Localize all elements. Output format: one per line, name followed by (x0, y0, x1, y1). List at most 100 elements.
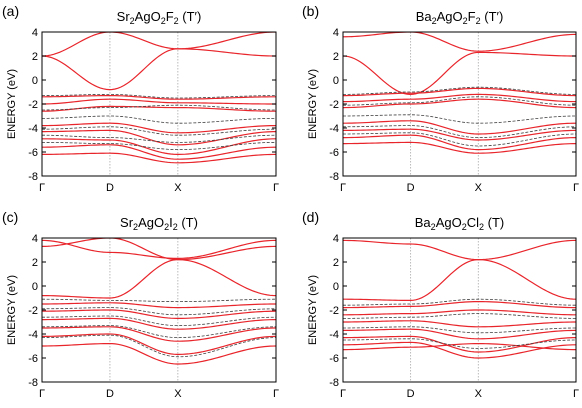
panel-label: (d) (302, 209, 319, 225)
y-tick-label: -6 (329, 353, 339, 365)
title-text: F (166, 9, 174, 24)
x-tick-label: Γ (39, 182, 45, 194)
x-tick-label: X (475, 388, 483, 400)
y-tick-label: -8 (329, 377, 339, 389)
title-subscript: 2 (479, 222, 484, 232)
x-tick-label: X (475, 182, 483, 194)
y-tick-label: -2 (329, 305, 339, 317)
band-group (343, 239, 576, 359)
band-group (42, 32, 276, 164)
band-line-dashed (42, 325, 276, 338)
title-suffix: (T) (484, 215, 504, 230)
panel-title: Ba2AgO2Cl2 (T) (415, 215, 504, 232)
band-group (343, 32, 576, 154)
band-line-solid (343, 128, 576, 141)
band-line-dashed (42, 334, 276, 358)
band-line-dashed (42, 315, 276, 326)
band-line-solid (42, 48, 276, 91)
panel-title: Sr2AgO2I2 (T) (120, 215, 198, 232)
title-text: AgO (437, 9, 463, 24)
x-tick-label: D (407, 388, 415, 400)
band-line-solid (343, 301, 576, 309)
x-tick-label: D (106, 388, 114, 400)
y-tick-label: 0 (32, 281, 38, 293)
y-tick-label: 4 (32, 27, 38, 39)
panel-label: (c) (2, 209, 18, 225)
x-tick-label: Γ (340, 182, 346, 194)
x-tick-label: Γ (273, 388, 279, 400)
band-line-solid (42, 342, 276, 365)
band-line-solid (343, 32, 576, 52)
y-tick-label: 0 (32, 75, 38, 87)
title-subscript: 2 (432, 16, 437, 26)
y-tick-label: -4 (329, 123, 339, 135)
panel-label: (a) (2, 3, 19, 19)
y-axis-label: ENERGY (eV) (6, 69, 18, 139)
band-line-dashed (42, 115, 276, 124)
x-tick-label: D (106, 182, 114, 194)
y-tick-label: 2 (32, 257, 38, 269)
band-line-solid (343, 259, 576, 302)
band-line-solid (343, 320, 576, 328)
x-tick-label: Γ (573, 182, 579, 194)
x-tick-label: Γ (340, 388, 346, 400)
panel-title: Ba2AgO2F2 (T′) (416, 9, 504, 26)
title-text: I (169, 215, 173, 230)
band-line-dashed (42, 93, 276, 99)
band-line-dashed (343, 96, 576, 106)
y-tick-label: -2 (329, 99, 339, 111)
band-line-solid (42, 302, 276, 309)
band-line-solid (343, 120, 576, 135)
band-line-solid (42, 144, 276, 160)
band-line-dashed (42, 307, 276, 316)
y-tick-label: 4 (32, 233, 38, 245)
title-subscript: 2 (476, 16, 481, 26)
band-line-solid (42, 333, 276, 355)
band-line-solid (42, 238, 276, 261)
band-group (42, 238, 276, 365)
title-subscript: 2 (133, 222, 138, 232)
y-tick-label: 2 (32, 51, 38, 63)
y-tick-label: -2 (28, 305, 38, 317)
band-line-solid (42, 239, 276, 259)
title-suffix: (T′) (481, 9, 504, 24)
band-line-dashed (343, 114, 576, 124)
plot-frame (342, 237, 577, 383)
title-text: AgO (135, 9, 161, 24)
band-line-solid (42, 326, 276, 342)
y-tick-label: 2 (333, 257, 339, 269)
band-line-solid (343, 239, 576, 261)
y-tick-label: -4 (28, 329, 38, 341)
y-tick-label: 4 (333, 233, 339, 245)
title-subscript: 2 (130, 16, 135, 26)
title-text: AgO (436, 215, 462, 230)
x-tick-label: D (407, 182, 415, 194)
title-text: Ba (416, 9, 433, 24)
band-line-dashed (42, 134, 276, 143)
band-line-solid (42, 32, 276, 57)
title-subscript: 2 (161, 16, 166, 26)
y-axis-label: ENERGY (eV) (6, 275, 18, 345)
band-line-dashed (42, 126, 276, 136)
band-line-dashed (343, 326, 576, 334)
y-tick-label: 2 (333, 51, 339, 63)
panel-title: Sr2AgO2F2 (T′) (117, 9, 202, 26)
band-line-solid (343, 343, 576, 351)
title-suffix: (T) (178, 215, 198, 230)
x-tick-label: Γ (573, 388, 579, 400)
band-line-solid (343, 141, 576, 154)
band-line-solid (343, 87, 576, 97)
band-line-dashed (343, 338, 576, 349)
x-tick-label: X (174, 388, 182, 400)
title-subscript: 2 (463, 16, 468, 26)
x-tick-label: Γ (273, 182, 279, 194)
band-line-dashed (42, 298, 276, 302)
band-line-solid (343, 341, 576, 359)
band-line-solid (42, 317, 276, 330)
x-tick-label: X (174, 182, 182, 194)
panel-label: (b) (302, 3, 319, 19)
title-subscript: 2 (174, 16, 179, 26)
